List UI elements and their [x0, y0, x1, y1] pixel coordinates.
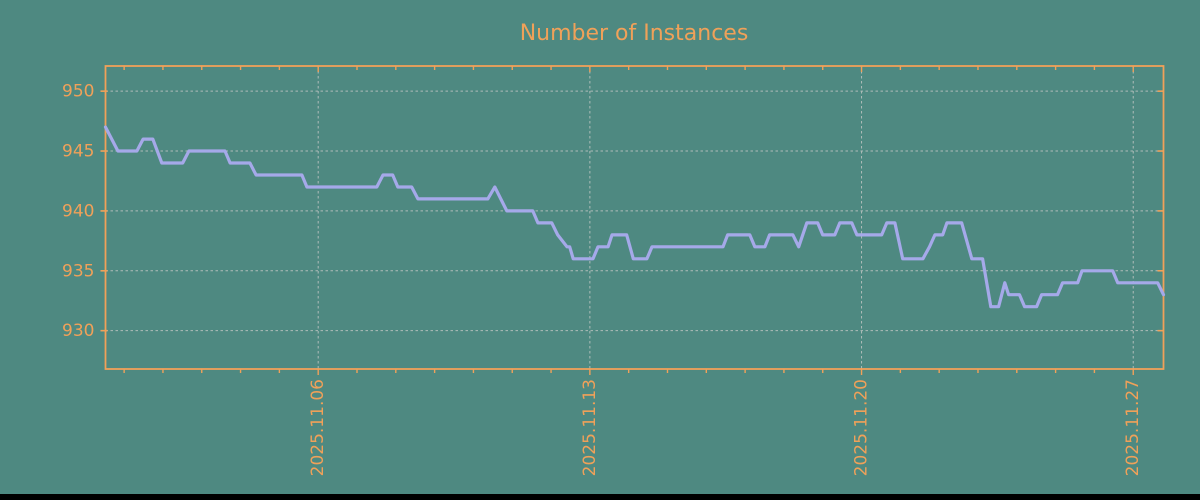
x-tick-label: 2025.11.20	[852, 379, 872, 476]
x-tick-label: 2025.11.13	[580, 379, 600, 476]
chart-title: Number of Instances	[520, 21, 749, 46]
plot-area: 930 935 940 945 950 2025.11.06 2025.11.13 2025.…	[62, 65, 1166, 476]
y-tick-label: 930	[62, 321, 94, 341]
axes-frame	[104, 65, 1165, 370]
x-tick-label: 2025.11.27	[1123, 379, 1143, 476]
data-line	[103, 125, 1166, 309]
bottom-black-bar	[0, 494, 1200, 500]
y-tick-label: 945	[62, 142, 94, 162]
y-tick-label: 940	[62, 201, 94, 221]
x-tick-label: 2025.11.06	[308, 379, 328, 476]
y-tick-label: 935	[62, 261, 94, 281]
y-tick-label: 950	[62, 82, 94, 102]
